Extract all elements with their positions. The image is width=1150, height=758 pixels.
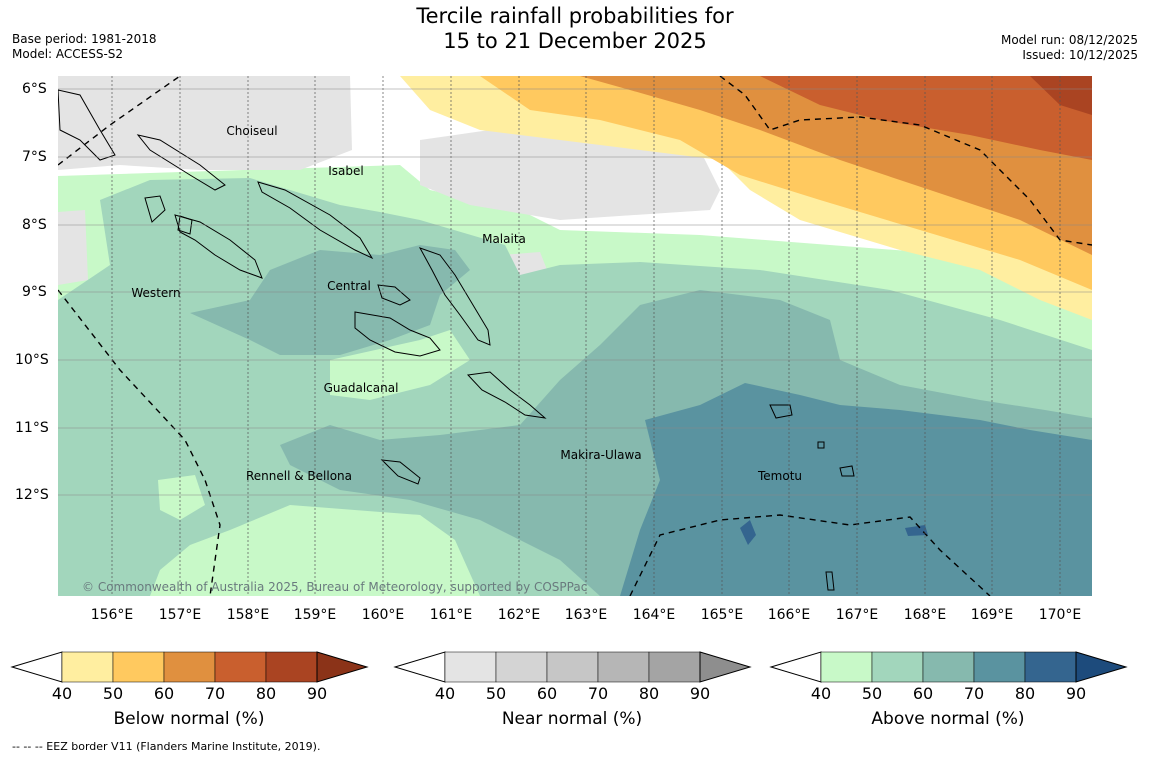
place-label: Western bbox=[131, 286, 181, 300]
lat-label: 8°S bbox=[22, 217, 47, 233]
place-label: Makira-Ulawa bbox=[560, 448, 642, 462]
place-label: Central bbox=[327, 279, 371, 293]
colorbar-tick: 80 bbox=[255, 684, 277, 703]
place-label: Rennell & Bellona bbox=[245, 469, 353, 483]
place-label: Isabel bbox=[328, 164, 364, 178]
lon-label: 160°E bbox=[361, 607, 405, 623]
colorbar-tick: 40 bbox=[810, 684, 832, 703]
eez-borders bbox=[58, 76, 1092, 596]
above-normal-70-region bbox=[620, 383, 1092, 596]
lon-label: 156°E bbox=[90, 607, 134, 623]
lon-label: 169°E bbox=[970, 607, 1014, 623]
lon-label: 166°E bbox=[767, 607, 811, 623]
meta-right: Model run: 08/12/2025 Issued: 10/12/2025 bbox=[1001, 33, 1138, 63]
colorbar-tick: 90 bbox=[306, 684, 328, 703]
place-label: Temotu bbox=[757, 469, 803, 483]
lat-label: 10°S bbox=[15, 352, 49, 368]
colorbar-tick: 40 bbox=[51, 684, 73, 703]
colorbar-tick: 60 bbox=[153, 684, 175, 703]
colorbar-tick: 70 bbox=[963, 684, 985, 703]
colorbar-tick: 80 bbox=[1014, 684, 1036, 703]
colorbar-title-above: Above normal (%) bbox=[871, 709, 1025, 729]
lon-label: 164°E bbox=[632, 607, 676, 623]
below-normal-70-region bbox=[760, 76, 1092, 160]
colorbar-tick: 60 bbox=[912, 684, 934, 703]
base-period: Base period: 1981-2018 bbox=[12, 32, 157, 46]
colorbar-tick: 90 bbox=[1065, 684, 1087, 703]
near-normal-40-north bbox=[58, 76, 352, 170]
above-normal-80-patch bbox=[905, 525, 928, 536]
title-line-1: Tercile rainfall probabilities for bbox=[416, 4, 734, 28]
lon-label: 159°E bbox=[293, 607, 337, 623]
colorbar-tick: 80 bbox=[638, 684, 660, 703]
near-normal-40-west bbox=[58, 210, 88, 285]
lat-label: 9°S bbox=[22, 284, 47, 300]
colorbar-title-near: Near normal (%) bbox=[501, 709, 643, 729]
lat-label: 6°S bbox=[22, 81, 47, 97]
eez-legend-footer: -- -- -- EEZ border V11 (Flanders Marine… bbox=[12, 740, 321, 753]
colorbar-title-below: Below normal (%) bbox=[113, 709, 265, 729]
lon-label: 167°E bbox=[835, 607, 879, 623]
below-normal-80-region bbox=[1030, 76, 1092, 115]
lat-label: 7°S bbox=[22, 149, 47, 165]
above-normal-70-patch bbox=[740, 520, 756, 545]
colorbar-tick: 60 bbox=[536, 684, 558, 703]
colorbar-tick: 40 bbox=[434, 684, 456, 703]
lon-label: 165°E bbox=[700, 607, 744, 623]
model-run: Model run: 08/12/2025 bbox=[1000, 33, 1138, 47]
lat-label: 11°S bbox=[15, 420, 49, 436]
place-label: Malaita bbox=[482, 232, 526, 246]
colorbar-near-normal bbox=[393, 651, 752, 683]
lon-label: 162°E bbox=[497, 607, 541, 623]
colorbar-tick: 50 bbox=[485, 684, 507, 703]
colorbar-tick: 50 bbox=[102, 684, 124, 703]
above-normal-60-region bbox=[190, 245, 470, 355]
colorbar-tick: 70 bbox=[587, 684, 609, 703]
lat-label: 12°S bbox=[15, 487, 49, 503]
lon-label: 170°E bbox=[1038, 607, 1082, 623]
meta-left: Base period: 1981-2018 Model: ACCESS-S2 bbox=[12, 32, 157, 62]
above-normal-40-hole bbox=[158, 475, 205, 520]
place-label: Guadalcanal bbox=[323, 381, 399, 395]
colorbar-above-normal bbox=[769, 651, 1128, 683]
lon-label: 163°E bbox=[564, 607, 608, 623]
model-name: Model: ACCESS-S2 bbox=[12, 47, 124, 61]
map-title: Tercile rainfall probabilities for 15 to… bbox=[0, 4, 1150, 54]
island-outlines bbox=[58, 89, 855, 591]
colorbar-below-normal bbox=[10, 651, 369, 683]
graticule bbox=[111, 76, 1061, 596]
issued-date: Issued: 10/12/2025 bbox=[1022, 48, 1138, 62]
above-normal-40-south bbox=[330, 330, 470, 400]
colorbar-tick: 90 bbox=[689, 684, 711, 703]
title-line-2: 15 to 21 December 2025 bbox=[443, 29, 707, 53]
lon-label: 168°E bbox=[903, 607, 947, 623]
lon-label: 157°E bbox=[158, 607, 202, 623]
map-credit: © Commonwealth of Australia 2025, Bureau… bbox=[82, 580, 588, 594]
colorbar-tick: 50 bbox=[861, 684, 883, 703]
place-label: Choiseul bbox=[226, 124, 278, 138]
latitude-lines bbox=[58, 88, 1092, 496]
colorbar-tick: 70 bbox=[204, 684, 226, 703]
lon-label: 161°E bbox=[429, 607, 473, 623]
lon-label: 158°E bbox=[226, 607, 270, 623]
